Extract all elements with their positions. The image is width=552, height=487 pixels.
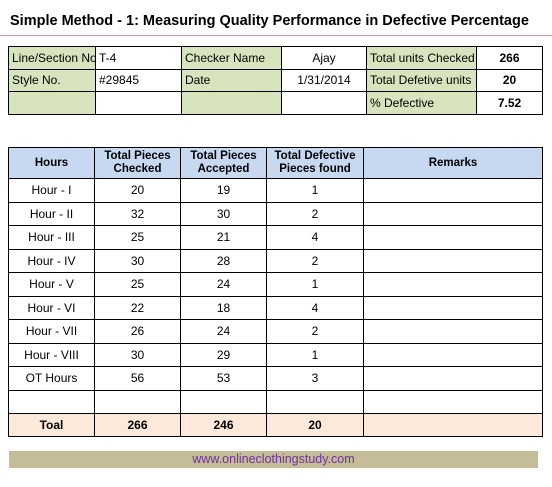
accepted-cell[interactable]: 18 [180, 295, 267, 320]
total-defective-label: Total Defetive units [366, 68, 477, 92]
defective-cell[interactable]: 1 [266, 342, 364, 367]
total-remarks[interactable] [363, 413, 543, 437]
checked-cell[interactable]: 22 [94, 295, 181, 320]
checked-cell[interactable]: 20 [94, 178, 181, 203]
defective-cell[interactable]: 1 [266, 272, 364, 297]
accepted-cell[interactable]: 29 [180, 342, 267, 367]
header-remarks: Remarks [363, 147, 543, 179]
checked-cell[interactable]: 56 [94, 366, 181, 391]
info-row: Style No. #29845 Date 1/31/2014 Total De… [8, 68, 543, 92]
defective-cell[interactable]: 1 [266, 178, 364, 203]
header-checked: Total Pieces Checked [94, 147, 181, 179]
total-checked-value[interactable]: 266 [476, 46, 543, 70]
hour-cell: Hour - VIII [8, 342, 95, 367]
title-divider [0, 35, 552, 36]
hour-cell: OT Hours [8, 366, 95, 391]
table-row: Hour - VI 22 18 4 [8, 295, 543, 320]
defective-cell[interactable]: 2 [266, 319, 364, 344]
footer-website[interactable]: www.onlineclothingstudy.com [9, 451, 538, 468]
empty-label-cell [181, 91, 282, 115]
checked-cell[interactable]: 25 [94, 225, 181, 250]
defective-cell[interactable] [266, 389, 364, 414]
checked-cell[interactable]: 30 [94, 248, 181, 273]
header-defective: Total Defective Pieces found [266, 147, 364, 179]
hour-cell: Hour - VII [8, 319, 95, 344]
accepted-cell[interactable] [180, 389, 267, 414]
table-row: Hour - III 25 21 4 [8, 225, 543, 250]
empty-value-cell[interactable] [281, 91, 367, 115]
accepted-cell[interactable]: 21 [180, 225, 267, 250]
pct-defective-label: % Defective [366, 91, 477, 115]
style-label: Style No. [8, 68, 96, 92]
table-row: Hour - VII 26 24 2 [8, 319, 543, 344]
hour-cell: Hour - VI [8, 295, 95, 320]
checker-value[interactable]: Ajay [281, 46, 367, 70]
line-label: Line/Section No. [8, 46, 96, 70]
date-value[interactable]: 1/31/2014 [281, 68, 367, 92]
accepted-cell[interactable]: 19 [180, 178, 267, 203]
info-row: Line/Section No. T-4 Checker Name Ajay T… [8, 46, 543, 70]
table-row: Hour - V 25 24 1 [8, 272, 543, 297]
line-value[interactable]: T-4 [95, 46, 182, 70]
defective-cell[interactable]: 4 [266, 295, 364, 320]
hour-cell: Hour - II [8, 201, 95, 226]
total-checked-label: Total units Checked [366, 46, 477, 70]
hour-cell: Hour - I [8, 178, 95, 203]
defective-cell[interactable]: 4 [266, 225, 364, 250]
checked-cell[interactable]: 30 [94, 342, 181, 367]
info-table: Line/Section No. T-4 Checker Name Ajay T… [8, 46, 543, 115]
hourly-table: Hours Total Pieces Checked Total Pieces … [8, 147, 543, 437]
date-label: Date [181, 68, 282, 92]
checked-cell[interactable] [94, 389, 181, 414]
checked-cell[interactable]: 32 [94, 201, 181, 226]
remarks-cell[interactable] [363, 295, 543, 320]
hour-cell: Hour - III [8, 225, 95, 250]
accepted-cell[interactable]: 24 [180, 272, 267, 297]
remarks-cell[interactable] [363, 389, 543, 414]
total-row: Toal 266 246 20 [8, 413, 543, 437]
remarks-cell[interactable] [363, 366, 543, 391]
page-title: Simple Method - 1: Measuring Quality Per… [10, 13, 529, 29]
remarks-cell[interactable] [363, 248, 543, 273]
remarks-cell[interactable] [363, 201, 543, 226]
total-defective-value[interactable]: 20 [476, 68, 543, 92]
total-checked: 266 [94, 413, 181, 437]
header-row: Hours Total Pieces Checked Total Pieces … [8, 147, 543, 179]
total-defective: 20 [266, 413, 364, 437]
empty-label-cell [8, 91, 96, 115]
header-accepted: Total Pieces Accepted [180, 147, 267, 179]
info-row: % Defective 7.52 [8, 91, 543, 115]
checked-cell[interactable]: 26 [94, 319, 181, 344]
table-row: Hour - VIII 30 29 1 [8, 342, 543, 367]
checker-label: Checker Name [181, 46, 282, 70]
remarks-cell[interactable] [363, 225, 543, 250]
table-row: OT Hours 56 53 3 [8, 366, 543, 391]
header-hours: Hours [8, 147, 95, 179]
pct-defective-value[interactable]: 7.52 [476, 91, 543, 115]
remarks-cell[interactable] [363, 342, 543, 367]
accepted-cell[interactable]: 24 [180, 319, 267, 344]
table-row: Hour - IV 30 28 2 [8, 248, 543, 273]
table-row [8, 389, 543, 414]
empty-value-cell[interactable] [95, 91, 182, 115]
total-accepted: 246 [180, 413, 267, 437]
table-row: Hour - II 32 30 2 [8, 201, 543, 226]
remarks-cell[interactable] [363, 272, 543, 297]
checked-cell[interactable]: 25 [94, 272, 181, 297]
remarks-cell[interactable] [363, 178, 543, 203]
style-value[interactable]: #29845 [95, 68, 182, 92]
defective-cell[interactable]: 2 [266, 248, 364, 273]
accepted-cell[interactable]: 53 [180, 366, 267, 391]
defective-cell[interactable]: 3 [266, 366, 364, 391]
remarks-cell[interactable] [363, 319, 543, 344]
hour-cell: Hour - IV [8, 248, 95, 273]
accepted-cell[interactable]: 28 [180, 248, 267, 273]
hour-cell: Hour - V [8, 272, 95, 297]
defective-cell[interactable]: 2 [266, 201, 364, 226]
table-row: Hour - I 20 19 1 [8, 178, 543, 203]
hour-cell [8, 389, 95, 414]
accepted-cell[interactable]: 30 [180, 201, 267, 226]
total-label: Toal [8, 413, 95, 437]
